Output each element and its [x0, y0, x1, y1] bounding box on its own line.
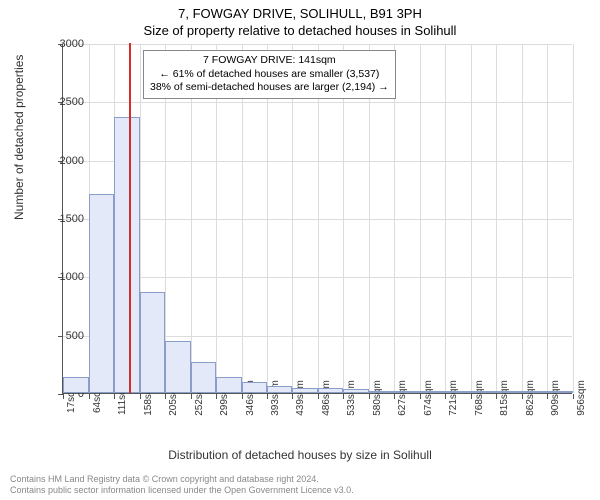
- annotation-property: 7 FOWGAY DRIVE: 141sqm: [150, 54, 389, 68]
- xtick-label: 533sqm: [346, 380, 357, 416]
- xtick-label: 439sqm: [295, 380, 306, 416]
- annotation-larger: 38% of semi-detached houses are larger (…: [150, 81, 389, 95]
- xtick: [394, 394, 395, 399]
- histogram-bar: [522, 391, 548, 393]
- xtick: [165, 394, 166, 399]
- histogram-bar: [318, 388, 344, 393]
- footer-line1: Contains HM Land Registry data © Crown c…: [10, 474, 354, 485]
- xtick: [63, 394, 64, 399]
- histogram-bar: [114, 117, 140, 394]
- xtick: [445, 394, 446, 399]
- xtick: [522, 394, 523, 399]
- histogram-bar: [63, 377, 89, 393]
- ytick-label: 2500: [60, 96, 84, 108]
- ytick-label: 2000: [60, 155, 84, 167]
- xtick-label: 674sqm: [423, 380, 434, 416]
- histogram-bar: [471, 391, 497, 393]
- histogram-bar: [369, 391, 395, 393]
- footer-line2: Contains public sector information licen…: [10, 485, 354, 496]
- histogram-bar: [191, 362, 217, 394]
- xtick: [89, 394, 90, 399]
- histogram-bar: [140, 292, 166, 394]
- ytick-label: 3000: [60, 38, 84, 50]
- xtick: [242, 394, 243, 399]
- ytick: [58, 336, 63, 337]
- xtick: [318, 394, 319, 399]
- footer-attribution: Contains HM Land Registry data © Crown c…: [10, 474, 354, 496]
- y-axis-label: Number of detached properties: [12, 55, 26, 220]
- histogram-bar: [343, 389, 369, 393]
- histogram-bar: [547, 391, 573, 393]
- xtick-label: 486sqm: [321, 380, 332, 416]
- histogram-bar: [267, 386, 292, 393]
- property-annotation-box: 7 FOWGAY DRIVE: 141sqm ← 61% of detached…: [143, 50, 396, 99]
- histogram-bar: [420, 391, 446, 393]
- annotation-smaller: ← 61% of detached houses are smaller (3,…: [150, 68, 389, 82]
- histogram-bar: [242, 382, 268, 393]
- xtick: [114, 394, 115, 399]
- gridline-v: [445, 44, 446, 393]
- x-axis-label: Distribution of detached houses by size …: [0, 448, 600, 462]
- xtick: [216, 394, 217, 399]
- xtick-label: 768sqm: [474, 380, 485, 416]
- histogram-bar: [165, 341, 191, 394]
- xtick-label: 956sqm: [576, 380, 587, 416]
- xtick-label: 815sqm: [499, 380, 510, 416]
- xtick: [547, 394, 548, 399]
- xtick: [191, 394, 192, 399]
- histogram-bar: [445, 391, 471, 393]
- xtick-label: 580sqm: [372, 380, 383, 416]
- gridline-v: [547, 44, 548, 393]
- histogram-bar: [292, 388, 318, 393]
- ytick-label: 1000: [60, 271, 84, 283]
- xtick: [573, 394, 574, 399]
- plot-area: 7 FOWGAY DRIVE: 141sqm ← 61% of detached…: [62, 44, 572, 394]
- ytick-label: 1500: [60, 213, 84, 225]
- histogram-bar: [394, 391, 420, 393]
- ytick-label: 500: [66, 330, 84, 342]
- xtick: [343, 394, 344, 399]
- histogram-bar: [89, 194, 115, 394]
- xtick: [420, 394, 421, 399]
- xtick: [140, 394, 141, 399]
- xtick: [496, 394, 497, 399]
- page-title-subtitle: Size of property relative to detached ho…: [0, 21, 600, 38]
- xtick: [267, 394, 268, 399]
- xtick: [471, 394, 472, 399]
- gridline-v: [496, 44, 497, 393]
- xtick-label: 909sqm: [550, 380, 561, 416]
- xtick-label: 627sqm: [397, 380, 408, 416]
- property-marker-line: [129, 43, 131, 393]
- page-title-address: 7, FOWGAY DRIVE, SOLIHULL, B91 3PH: [0, 0, 600, 21]
- histogram-bar: [496, 391, 522, 393]
- xtick-label: 721sqm: [448, 380, 459, 416]
- gridline-v: [420, 44, 421, 393]
- xtick: [292, 394, 293, 399]
- xtick: [369, 394, 370, 399]
- gridline-v: [471, 44, 472, 393]
- gridline-v: [573, 44, 574, 393]
- xtick-label: 862sqm: [525, 380, 536, 416]
- histogram-chart: 7 FOWGAY DRIVE: 141sqm ← 61% of detached…: [62, 44, 572, 424]
- gridline-v: [522, 44, 523, 393]
- histogram-bar: [216, 377, 242, 393]
